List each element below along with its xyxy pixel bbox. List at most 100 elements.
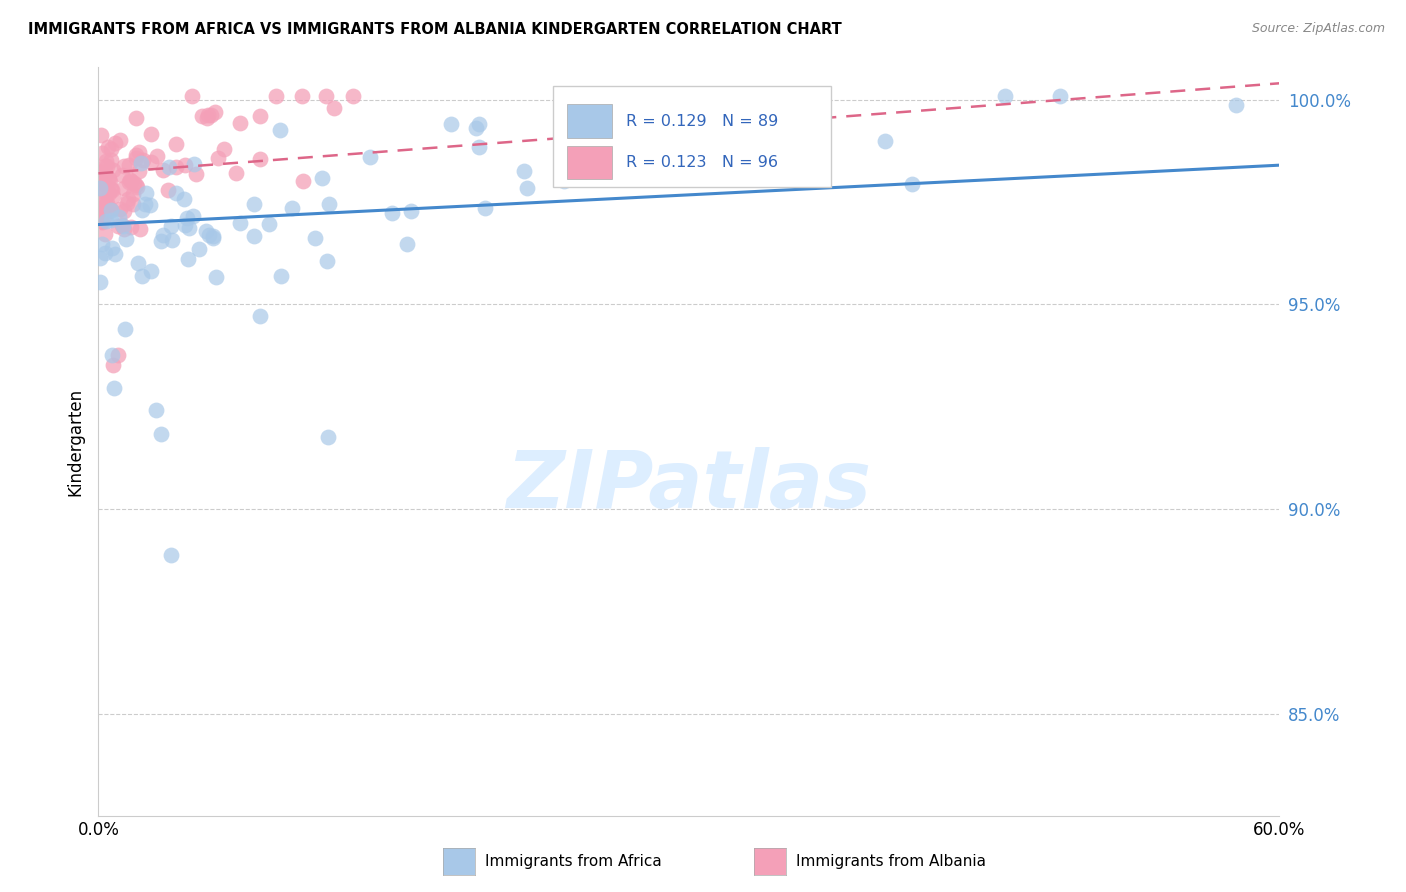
Point [114, 159, 136, 173]
Point [90, 215, 112, 229]
Point [181, 209, 204, 223]
Point [468, 117, 491, 131]
Point [249, 153, 271, 167]
Point [117, 175, 139, 189]
Text: Source: ZipAtlas.com: Source: ZipAtlas.com [1251, 22, 1385, 36]
Point [770, 129, 793, 144]
Point [110, 133, 132, 147]
Point [396, 236, 419, 251]
Point [139, 197, 162, 211]
Point [98, 202, 121, 216]
Point [281, 201, 304, 215]
Point [183, 157, 205, 171]
Point [117, 192, 139, 206]
Point [468, 140, 491, 154]
Point [1049, 88, 1071, 103]
Point [654, 122, 676, 136]
Point [174, 158, 197, 172]
Text: R = 0.129   N = 89: R = 0.129 N = 89 [626, 113, 779, 128]
Point [225, 166, 247, 180]
Point [177, 221, 200, 235]
Point [242, 228, 264, 243]
Point [94, 154, 117, 169]
Point [381, 206, 404, 220]
Point [160, 233, 183, 247]
Point [201, 229, 224, 244]
Point [197, 108, 219, 122]
Point [191, 109, 214, 123]
Point [122, 176, 145, 190]
Point [93, 171, 115, 186]
Point [93, 205, 115, 219]
Point [650, 159, 672, 173]
Text: Immigrants from Africa: Immigrants from Africa [485, 855, 662, 869]
Point [184, 167, 207, 181]
Point [125, 148, 148, 162]
Point [98, 176, 121, 190]
Point [107, 219, 129, 233]
Point [359, 150, 381, 164]
Point [93, 199, 115, 213]
Point [112, 222, 135, 236]
Point [516, 181, 538, 195]
Point [318, 197, 340, 211]
Point [90, 213, 112, 227]
Point [993, 88, 1015, 103]
Point [659, 92, 682, 106]
Point [139, 154, 162, 169]
Point [89, 275, 111, 289]
Point [440, 117, 463, 131]
Point [93, 196, 115, 211]
Point [125, 151, 148, 165]
Point [721, 123, 744, 137]
Point [205, 269, 228, 284]
Point [129, 155, 152, 169]
Point [270, 269, 292, 284]
Point [89, 170, 111, 185]
Point [181, 88, 204, 103]
Point [97, 139, 120, 153]
Point [91, 165, 114, 179]
Point [122, 197, 145, 211]
Point [90, 145, 112, 160]
Point [89, 165, 111, 179]
Point [110, 218, 132, 232]
Point [125, 111, 148, 125]
Point [1225, 98, 1247, 112]
Point [96, 160, 118, 174]
Point [165, 136, 187, 151]
Point [229, 216, 252, 230]
Point [89, 181, 111, 195]
Point [174, 218, 197, 232]
Point [197, 112, 219, 126]
Point [176, 211, 198, 226]
Point [177, 252, 200, 266]
Text: R = 0.123   N = 96: R = 0.123 N = 96 [626, 155, 779, 170]
Point [709, 150, 731, 164]
Point [873, 134, 896, 148]
Point [103, 188, 125, 202]
Point [160, 219, 183, 234]
Y-axis label: Kindergarten: Kindergarten [66, 387, 84, 496]
Point [128, 164, 150, 178]
Point [315, 254, 337, 268]
FancyBboxPatch shape [553, 86, 831, 186]
Point [120, 220, 142, 235]
Point [97, 172, 120, 186]
Point [103, 381, 125, 395]
Point [139, 264, 162, 278]
Point [602, 145, 624, 159]
Point [204, 105, 226, 120]
Point [291, 88, 314, 103]
Point [901, 177, 924, 191]
Point [90, 128, 112, 143]
Point [100, 203, 122, 218]
Point [93, 169, 115, 183]
Point [112, 181, 135, 195]
Point [291, 174, 314, 188]
Point [679, 159, 702, 173]
Point [93, 193, 115, 207]
Point [100, 182, 122, 196]
Point [112, 203, 135, 218]
Point [103, 358, 125, 372]
